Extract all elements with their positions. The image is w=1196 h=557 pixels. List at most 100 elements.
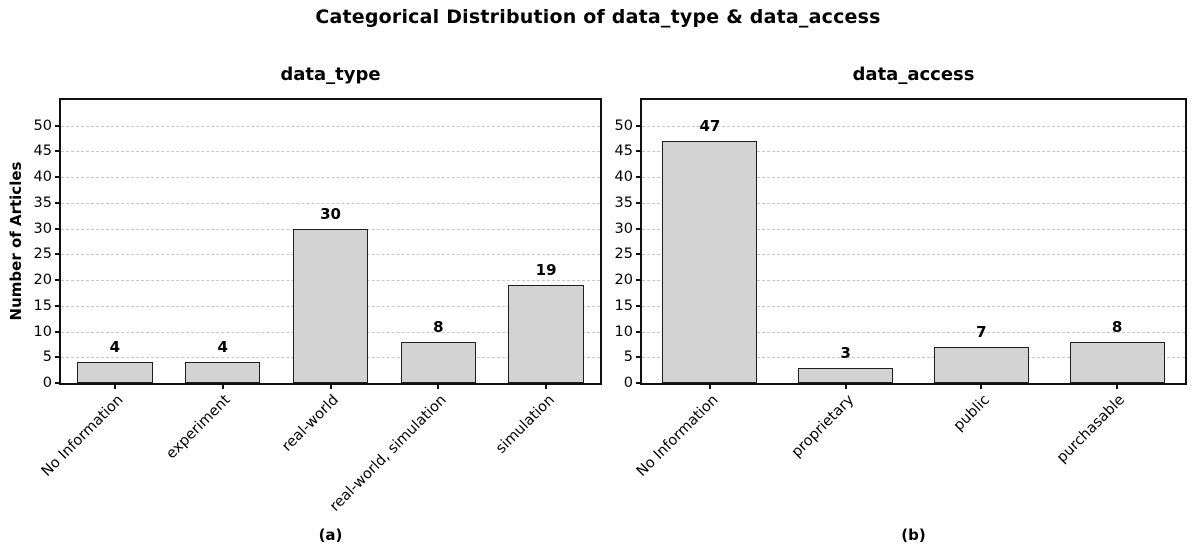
y-tick-label: 25 — [33, 246, 52, 263]
bar — [798, 367, 894, 383]
bar-value-label: 19 — [535, 261, 557, 280]
y-tick-mark — [55, 253, 61, 256]
x-category-label: No Information — [38, 392, 127, 480]
gridline — [61, 177, 600, 179]
y-tick-mark — [55, 382, 61, 384]
x-tick-mark — [708, 383, 711, 389]
x-category-label: proprietary — [788, 392, 857, 461]
x-category-label: experiment — [163, 392, 235, 463]
subplot-b-axes: 0 5 10 15 20 25 30 35 40 45 50 47 No Information 3 pro… — [615, 98, 1187, 480]
y-tick-mark — [636, 150, 642, 153]
x-tick-mark — [844, 383, 847, 389]
x-tick-mark — [437, 383, 440, 389]
gridline — [642, 254, 1185, 256]
y-tick-label: 5 — [42, 349, 52, 366]
y-tick-label: 45 — [614, 143, 633, 160]
y-tick-label: 45 — [33, 143, 52, 160]
bar — [400, 341, 477, 383]
y-tick-mark — [55, 150, 61, 153]
y-tick-mark — [636, 330, 642, 333]
y-tick-mark — [55, 201, 61, 204]
x-tick-mark — [545, 383, 548, 389]
bar-value-label: 3 — [840, 343, 851, 362]
y-tick-mark — [636, 304, 642, 307]
bar — [933, 346, 1029, 383]
y-tick-label: 20 — [614, 272, 633, 289]
gridline — [642, 305, 1185, 307]
x-category-label: real-world — [279, 392, 342, 455]
gridline — [642, 125, 1185, 127]
bar-value-label: 8 — [433, 317, 444, 336]
subplot-b-label: (b) — [901, 526, 926, 544]
y-tick-label: 0 — [623, 375, 633, 391]
y-tick-label: 0 — [42, 375, 52, 391]
y-tick-mark — [55, 356, 61, 359]
bar-value-label: 47 — [699, 117, 721, 136]
bar — [292, 228, 369, 383]
y-tick-mark — [55, 279, 61, 282]
y-tick-mark — [636, 356, 642, 359]
gridline — [642, 280, 1185, 282]
y-tick-label: 35 — [614, 194, 633, 211]
bar-value-label: 8 — [1111, 317, 1123, 336]
gridline — [61, 125, 600, 127]
x-tick-mark — [1116, 383, 1119, 389]
bar-value-label: 7 — [976, 322, 987, 341]
y-tick-label: 40 — [33, 169, 52, 186]
y-tick-mark — [636, 201, 642, 204]
bar — [184, 362, 261, 383]
y-tick-label: 5 — [623, 349, 633, 366]
y-tick-label: 50 — [33, 117, 52, 134]
y-tick-label: 50 — [614, 117, 633, 134]
bar-value-label: 4 — [217, 338, 228, 357]
gridline — [642, 177, 1185, 179]
y-tick-label: 35 — [33, 194, 52, 211]
y-tick-label: 25 — [614, 246, 633, 263]
y-tick-label: 30 — [614, 220, 633, 237]
y-tick-mark — [55, 330, 61, 333]
figure-title: Categorical Distribution of data_type & … — [315, 6, 881, 28]
y-tick-label: 10 — [614, 323, 633, 340]
bar — [662, 141, 758, 383]
y-tick-mark — [636, 253, 642, 256]
bar — [77, 362, 153, 383]
y-tick-mark — [55, 176, 61, 179]
x-tick-mark — [113, 383, 116, 389]
subplot-a-axes: 0 5 10 15 20 25 30 35 40 45 50 4 No Information 4 expe… — [34, 98, 602, 515]
gridline — [61, 202, 600, 204]
y-tick-mark — [636, 382, 642, 384]
gridline — [642, 202, 1185, 204]
y-tick-label: 20 — [33, 272, 52, 289]
y-tick-label: 40 — [614, 169, 633, 186]
gridline — [642, 151, 1185, 153]
gridline — [642, 357, 1185, 359]
gridline — [642, 331, 1185, 333]
y-tick-mark — [55, 124, 61, 127]
bar-value-label: 30 — [320, 204, 341, 223]
bar — [1069, 341, 1165, 383]
y-tick-label: 15 — [33, 297, 52, 314]
x-tick-mark — [980, 383, 983, 389]
x-category-label: No Information — [633, 392, 722, 480]
subplot-a-label: (a) — [318, 526, 343, 544]
x-category-label: simulation — [492, 392, 558, 457]
x-tick-mark — [329, 383, 332, 389]
y-tick-label: 15 — [614, 297, 633, 314]
y-tick-mark — [55, 304, 61, 307]
bar — [508, 285, 584, 383]
x-category-label: real-world, simulation — [326, 392, 450, 515]
bar-value-label: 4 — [109, 338, 121, 357]
y-axis-label: Number of Articles — [7, 161, 25, 321]
y-tick-mark — [55, 227, 61, 230]
y-tick-mark — [636, 227, 642, 230]
y-tick-mark — [636, 176, 642, 179]
subplot-a-title: data_type — [280, 64, 381, 85]
y-tick-mark — [636, 124, 642, 127]
gridline — [642, 228, 1185, 230]
x-category-label: public — [950, 392, 993, 435]
y-tick-mark — [636, 279, 642, 282]
y-tick-label: 10 — [33, 323, 52, 340]
x-category-label: purchasable — [1054, 392, 1129, 467]
gridline — [61, 151, 600, 153]
